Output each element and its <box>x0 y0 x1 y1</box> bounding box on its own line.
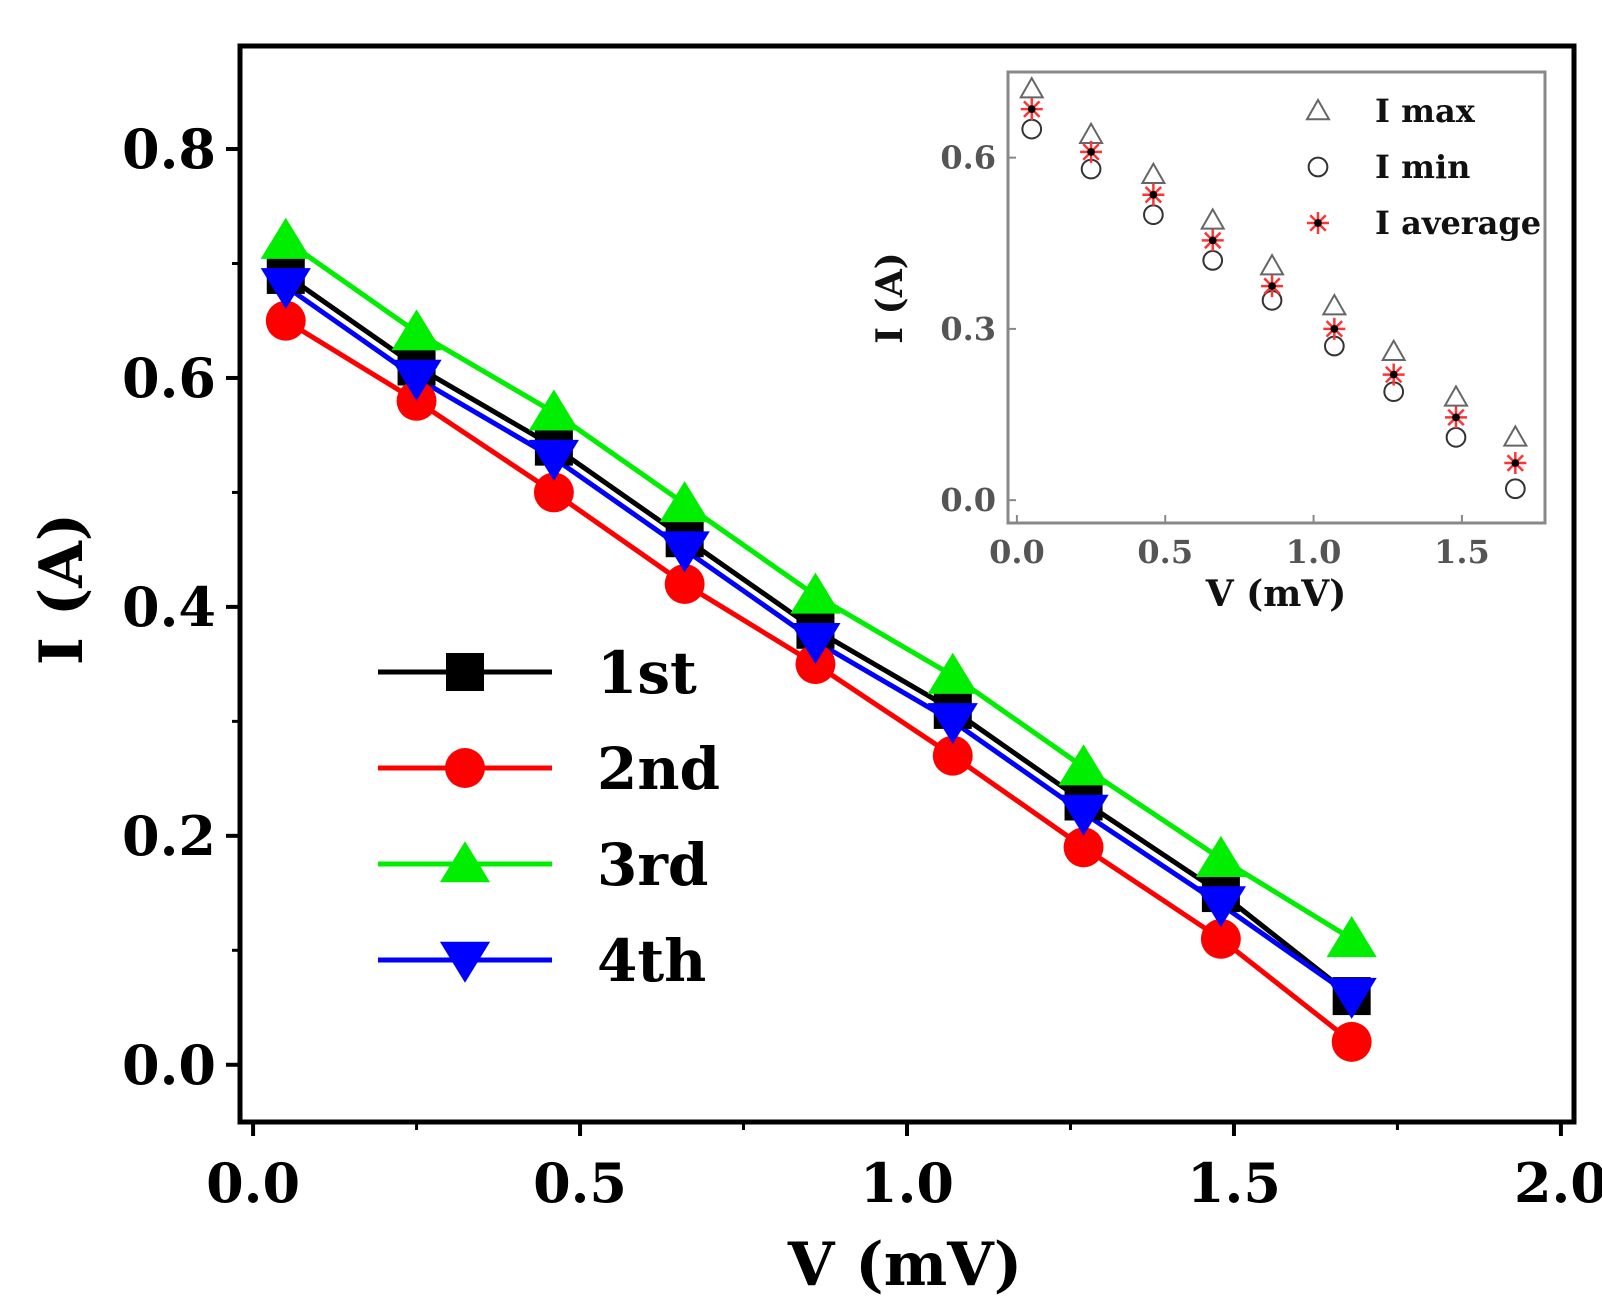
data-point-3rd <box>1058 744 1109 786</box>
inset-point-I average <box>1201 229 1224 252</box>
data-point-2nd <box>1200 918 1241 959</box>
main-x-axis-title: V (mV) <box>787 1230 1022 1300</box>
inset-point-I average <box>1504 452 1527 475</box>
inset-point-I max <box>1259 253 1285 276</box>
main-x-tick-label: 0.5 <box>533 1151 627 1215</box>
inset-x-axis-title: V (mV) <box>1205 573 1347 615</box>
main-x-tick-label: 1.0 <box>860 1151 954 1215</box>
inset-point-I max <box>1140 161 1167 185</box>
legend-marker-1st <box>446 653 484 691</box>
data-point-2nd <box>1063 827 1104 868</box>
main-series <box>260 217 1377 1062</box>
legend-marker-4th <box>439 941 491 983</box>
main-y-tick-label: 0.0 <box>122 1033 216 1097</box>
data-point-3rd <box>659 481 710 523</box>
inset-x-tick-label: 0.0 <box>989 533 1045 571</box>
data-point-3rd <box>790 572 841 614</box>
inset-point-I max <box>1199 207 1226 230</box>
legend-label-3rd: 3rd <box>597 831 708 899</box>
data-point-4th <box>260 268 311 310</box>
legend-marker-3rd <box>439 841 491 883</box>
inset-point-I average <box>1020 98 1043 121</box>
data-point-4th <box>1326 977 1377 1019</box>
data-point-4th <box>1195 886 1246 928</box>
inset-point-I average <box>1444 406 1467 429</box>
data-point-3rd <box>1195 835 1246 877</box>
main-x-tick-label: 0.0 <box>206 1151 300 1215</box>
data-point-2nd <box>795 644 836 685</box>
inset-series <box>1019 76 1529 500</box>
data-point-4th <box>528 439 579 481</box>
inset-point-I average <box>1080 140 1103 163</box>
main-y-tick-label: 0.6 <box>122 346 216 410</box>
inset-x-tick-label: 1.0 <box>1286 533 1342 571</box>
inset-point-I min <box>1504 478 1526 500</box>
inset-y-tick-label: 0.3 <box>940 310 996 348</box>
data-point-3rd <box>927 652 978 694</box>
inset-legend-label-I average: I average <box>1375 204 1541 242</box>
legend-label-1st: 1st <box>597 639 697 707</box>
data-point-4th <box>659 531 710 573</box>
data-point-3rd <box>1326 916 1377 958</box>
inset-ticks: 0.0 0.5 1.0 1.5 0.0 0.3 0.6 <box>940 139 1489 571</box>
data-point-2nd <box>1331 1021 1372 1062</box>
legend-marker-2nd <box>445 748 485 788</box>
inset-legend: I max I min I average <box>1305 92 1541 242</box>
data-point-3rd <box>260 217 311 259</box>
inset-plot: 0.0 0.5 1.0 1.5 0.0 0.3 0.6 V (mV) I (A) I max… <box>869 70 1547 615</box>
inset-legend-marker-I average <box>1307 212 1329 234</box>
inset-y-axis-title: I (A) <box>869 252 911 343</box>
data-point-2nd <box>664 564 705 604</box>
main-y-tick-label: 0.2 <box>122 804 216 868</box>
inset-point-I average <box>1382 363 1405 386</box>
inset-plot-frame <box>1006 70 1547 525</box>
main-x-tick-label: 2.0 <box>1514 1151 1602 1215</box>
data-point-3rd <box>391 309 442 351</box>
inset-point-I max <box>1321 293 1348 316</box>
legend-label-4th: 4th <box>597 927 706 995</box>
inset-legend-marker-I min <box>1307 156 1329 178</box>
inset-point-I max <box>1019 76 1045 99</box>
inset-y-tick-label: 0.0 <box>940 481 996 519</box>
inset-point-I max <box>1443 384 1469 407</box>
inset-point-I average <box>1261 275 1284 298</box>
main-y-axis-title: I (A) <box>27 513 97 665</box>
inset-point-I max <box>1380 338 1407 361</box>
data-point-4th <box>1058 794 1109 836</box>
main-legend: 1st 2nd 3rd 4th <box>378 639 720 995</box>
inset-y-tick-label: 0.6 <box>940 139 996 177</box>
data-point-3rd <box>528 389 579 431</box>
inset-legend-marker-I max <box>1305 97 1331 121</box>
data-point-2nd <box>533 472 574 513</box>
main-x-tick-label: 1.5 <box>1187 1151 1281 1215</box>
inset-legend-label-I max: I max <box>1375 92 1476 130</box>
data-point-2nd <box>396 380 437 421</box>
inset-x-tick-label: 0.5 <box>1137 533 1193 571</box>
main-y-tick-label: 0.8 <box>122 117 216 181</box>
data-point-4th <box>391 359 442 401</box>
main-ticks: 0.0 0.5 1.0 1.5 2.0 0.0 0.2 0.4 0.6 0.8 <box>122 117 1602 1215</box>
data-point-2nd <box>932 735 973 776</box>
inset-point-I max <box>1502 424 1529 447</box>
legend-label-2nd: 2nd <box>597 735 720 803</box>
main-y-tick-label: 0.4 <box>122 575 216 639</box>
data-point-2nd <box>265 300 306 341</box>
data-point-4th <box>790 622 841 665</box>
inset-point-I average <box>1142 183 1165 206</box>
data-point-4th <box>927 703 978 745</box>
inset-point-I average <box>1323 317 1346 340</box>
inset-x-tick-label: 1.5 <box>1434 533 1490 571</box>
main-plot: 0.0 0.5 1.0 1.5 2.0 0.0 0.2 0.4 0.6 0.8 V (mV) I … <box>27 43 1602 1300</box>
inset-legend-label-I min: I min <box>1375 148 1470 186</box>
